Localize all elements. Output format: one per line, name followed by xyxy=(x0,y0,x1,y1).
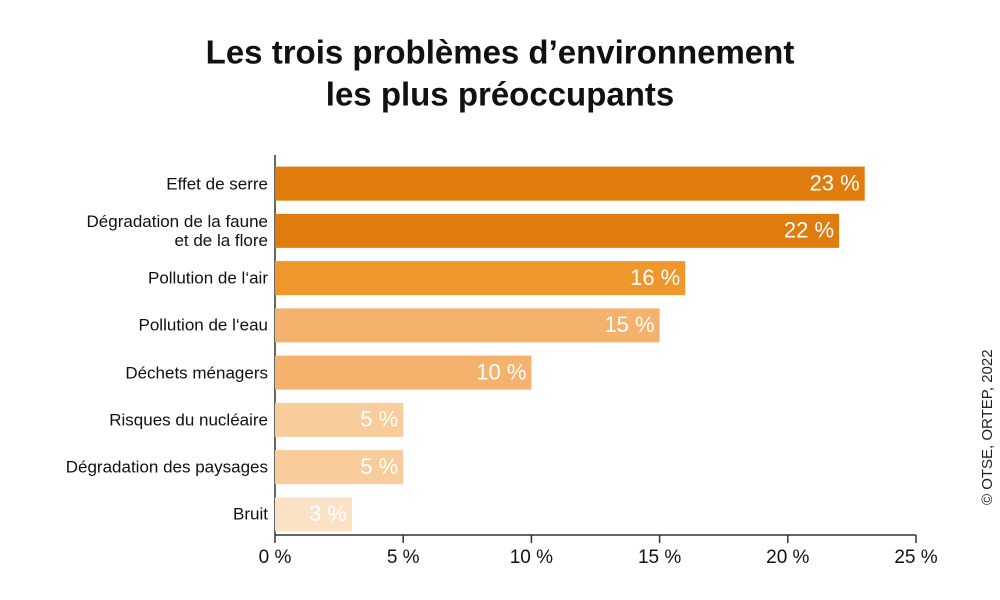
bar xyxy=(275,213,840,248)
value-label: 15 % xyxy=(604,312,654,337)
bar xyxy=(275,355,532,390)
x-tick-label: 15 % xyxy=(638,547,681,568)
category-label: Risques du nucléaire xyxy=(109,410,268,430)
chart-title: Les trois problèmes d’environnement xyxy=(206,34,795,71)
value-label: 10 % xyxy=(476,359,526,384)
category-label: Pollution de l‘air xyxy=(147,268,268,288)
value-label: 3 % xyxy=(309,501,347,526)
value-label: 16 % xyxy=(630,265,680,290)
value-label: 5 % xyxy=(360,407,398,432)
bar xyxy=(275,497,352,532)
x-tick-label: 10 % xyxy=(510,547,553,568)
value-label: 23 % xyxy=(810,170,860,195)
x-tick-label: 0 % xyxy=(259,547,292,568)
category-label: Dégradation de la faune et de la flore xyxy=(86,211,268,250)
category-label: Bruit xyxy=(233,504,268,524)
bar xyxy=(275,261,686,296)
category-label: Pollution de l‘eau xyxy=(138,315,268,335)
category-label: Effet de serre xyxy=(166,174,268,194)
x-tick-label: 5 % xyxy=(387,547,420,568)
x-tick-label: 20 % xyxy=(766,547,809,568)
category-label: Déchets ménagers xyxy=(125,363,268,383)
bar xyxy=(275,308,660,343)
chart-title: les plus préoccupants xyxy=(326,76,674,113)
value-label: 22 % xyxy=(784,218,834,243)
category-label: Dégradation des paysages xyxy=(65,457,268,477)
value-label: 5 % xyxy=(360,454,398,479)
x-tick-label: 25 % xyxy=(894,547,937,568)
bar xyxy=(275,450,404,485)
bar xyxy=(275,166,865,201)
source: © OTSE, ORTEP, 2022 xyxy=(979,349,996,505)
bar xyxy=(275,402,404,437)
